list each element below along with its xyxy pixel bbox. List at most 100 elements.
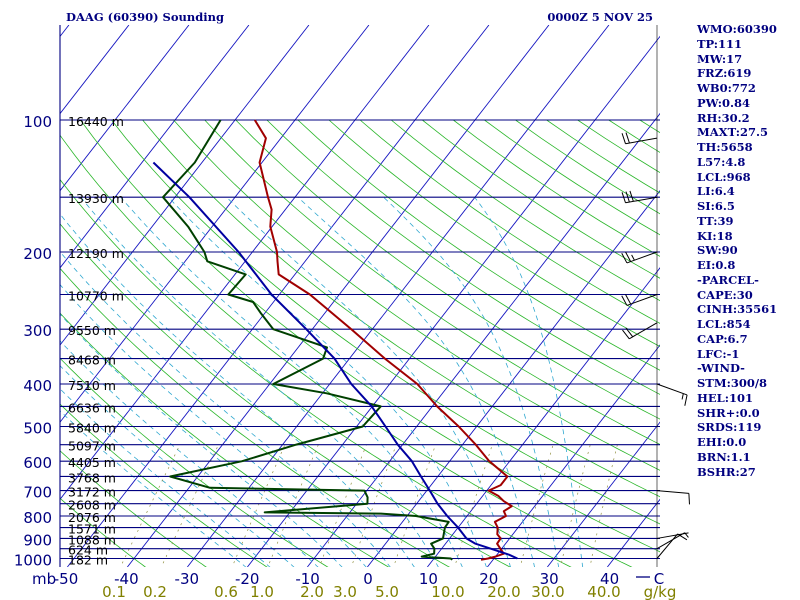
index-row: LI:6.4 — [697, 184, 735, 199]
mixing-ratio-label: 0.6 — [214, 583, 238, 600]
mixing-ratio-label: 20.0 — [487, 583, 520, 600]
dry-adiabat-line — [297, 119, 660, 371]
pressure-tick-label: 500 — [23, 419, 52, 437]
index-row: HEL:101 — [697, 390, 753, 405]
index-row: -PARCEL- — [697, 272, 759, 287]
pressure-tick-label: 100 — [23, 113, 52, 131]
isotherm-line — [60, 25, 370, 423]
mixing-ratio-label: 1.0 — [250, 583, 274, 600]
dry-adiabat-line — [60, 357, 329, 567]
mixing-ratio-label: 0.2 — [143, 583, 167, 600]
mixing-ratio-line — [120, 444, 181, 567]
index-row: SHR+:0.0 — [697, 405, 760, 420]
wind-barb — [656, 532, 689, 539]
index-row: SI:6.5 — [697, 199, 735, 213]
index-row: LFC:-1 — [697, 346, 740, 361]
profiles — [152, 119, 518, 561]
mixing-ratio-label: 40.0 — [587, 583, 620, 600]
mixing-ratio-line — [231, 444, 286, 567]
isotherm-line — [60, 25, 250, 269]
isotherm-line — [0, 25, 9, 567]
wind-barb — [621, 294, 658, 306]
temperature-tick-label: 0 — [363, 570, 373, 588]
wind-barb — [656, 490, 690, 505]
temperature-tick-label: -50 — [54, 570, 79, 588]
mixing-ratio-label: 2.0 — [300, 583, 324, 600]
wind-barb — [622, 322, 658, 340]
index-row: CAP:6.7 — [697, 331, 748, 346]
dry-adiabat-line — [359, 119, 660, 324]
temperature-tick-label: -20 — [235, 570, 260, 588]
temperature-tick-label: -30 — [175, 570, 200, 588]
mixing-ratio-label: 5.0 — [375, 583, 399, 600]
sounding-indices-panel: WMO:60390 TP:111 MW:17 FRZ:619 WB0:772 PW:0.8… — [697, 22, 797, 479]
temperature-tick-label: 20 — [479, 570, 498, 588]
mixing-ratio-label: 3.0 — [333, 583, 357, 600]
index-row: TH:5658 — [697, 140, 753, 154]
height-label: 3172 m — [68, 485, 116, 500]
index-row: LCL:968 — [697, 169, 751, 184]
moist-adiabat-line — [474, 196, 584, 567]
temperature-tick-label: 40 — [600, 570, 619, 588]
index-row: MW:17 — [697, 51, 743, 66]
height-label: 1088 m — [68, 532, 116, 547]
height-label: 13930 m — [68, 191, 124, 206]
parcel-profile-line — [152, 161, 518, 560]
temperature-axis-unit: C — [654, 570, 664, 588]
index-row: LCL:854 — [697, 317, 751, 331]
dry-adiabat-line — [60, 312, 390, 567]
mixing-ratio-line — [519, 444, 554, 567]
isotherm-line — [307, 112, 660, 567]
isotherm-line — [60, 25, 190, 192]
index-row: EI:0.8 — [697, 258, 736, 272]
index-row: -WIND- — [697, 361, 745, 376]
temperature-tick-label: 10 — [419, 570, 438, 588]
mixing-ratio-line — [318, 444, 367, 567]
height-label: 12190 m — [68, 246, 124, 261]
pressure-tick-label: 700 — [23, 484, 52, 502]
dry-adiabat-line — [328, 119, 660, 348]
height-label: 2608 m — [68, 498, 116, 513]
index-row: WB0:772 — [697, 81, 756, 95]
mixing-ratio-line — [589, 444, 618, 567]
axis-labels: 100 16440 m 13930 m 20 0 12190 m 10770 m 300 955… — [14, 10, 677, 600]
pressure-tick-label: 600 — [23, 454, 52, 472]
wind-barb — [621, 190, 658, 204]
height-label: 10770 m — [68, 288, 124, 303]
height-label: 2076 m — [68, 510, 116, 525]
index-row: KI:18 — [697, 228, 733, 243]
isotherm-line — [127, 25, 550, 567]
height-label: 4405 m — [68, 455, 116, 470]
height-label: 6636 m — [68, 400, 116, 415]
height-label: 182 m — [68, 553, 108, 568]
index-row: SW:90 — [697, 243, 738, 258]
height-label: 5840 m — [68, 420, 116, 435]
wind-barb — [656, 383, 688, 406]
height-label: 9550 m — [68, 323, 116, 338]
dry-adiabat-line — [142, 119, 660, 498]
dry-adiabat-line — [235, 119, 660, 420]
height-label: 1571 m — [68, 522, 116, 537]
wind-barbs — [621, 25, 690, 567]
isotherm-line — [60, 25, 310, 346]
index-row: CAPE:30 — [697, 287, 753, 302]
moist-adiabat-line — [80, 196, 439, 567]
index-row: FRZ:619 — [697, 66, 752, 81]
mixing-ratio-line — [560, 444, 591, 567]
height-label: 16440 m — [68, 114, 124, 129]
pressure-tick-label: 300 — [23, 322, 52, 340]
chart-title: DAAG (60390) Sounding — [66, 10, 224, 24]
index-row: L57:4.8 — [697, 154, 746, 169]
temperature-tick-label: 30 — [540, 570, 559, 588]
index-row: PW:0.84 — [697, 95, 751, 110]
height-label: 8468 m — [68, 353, 116, 368]
mixing-ratio-line — [267, 444, 319, 567]
mixing-ratio-label: 30.0 — [531, 583, 564, 600]
dry-adiabat-line — [60, 134, 633, 567]
pressure-tick-label: 1000 — [14, 552, 52, 570]
index-row: STM:300/8 — [697, 376, 768, 390]
wind-barb — [656, 532, 689, 550]
height-label: 3768 m — [68, 470, 116, 485]
mixing-ratio-unit: g/kg — [644, 583, 677, 600]
